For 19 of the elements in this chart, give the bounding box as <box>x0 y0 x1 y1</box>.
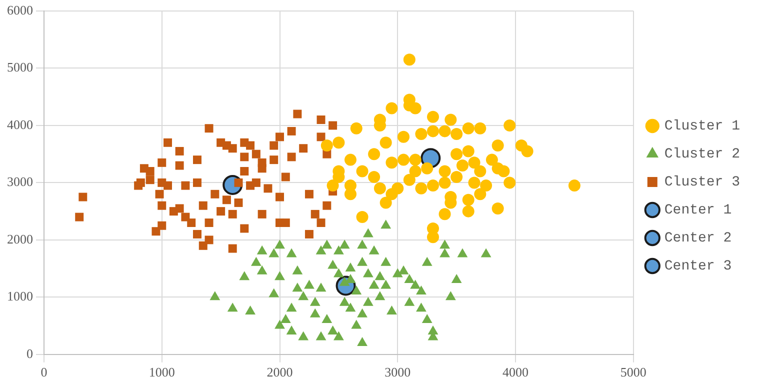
y-tick-label: 5000 <box>7 60 33 75</box>
legend-label: Cluster 3 <box>664 174 740 191</box>
y-tick-label: 1000 <box>7 288 33 304</box>
legend-label: Cluster 1 <box>664 118 740 135</box>
legend-label: Cluster 2 <box>664 146 740 163</box>
legend-label: Center 1 <box>664 202 732 219</box>
x-tick-label: 0 <box>40 364 48 380</box>
x-tick-label: 3000 <box>384 364 411 380</box>
y-tick-label: 0 <box>26 346 33 361</box>
legend-label: Center 3 <box>664 258 732 275</box>
x-tick-label: 4000 <box>502 364 529 380</box>
legend-label: Center 2 <box>664 230 732 247</box>
y-tick-label: 3000 <box>7 174 33 190</box>
x-tick-label: 1000 <box>148 364 175 380</box>
y-tick-label: 6000 <box>7 2 33 18</box>
y-tick-label: 2000 <box>7 231 33 246</box>
x-tick-label: 2000 <box>266 364 293 380</box>
x-tick-label: 5000 <box>620 364 646 380</box>
y-tick-label: 4000 <box>7 116 33 132</box>
